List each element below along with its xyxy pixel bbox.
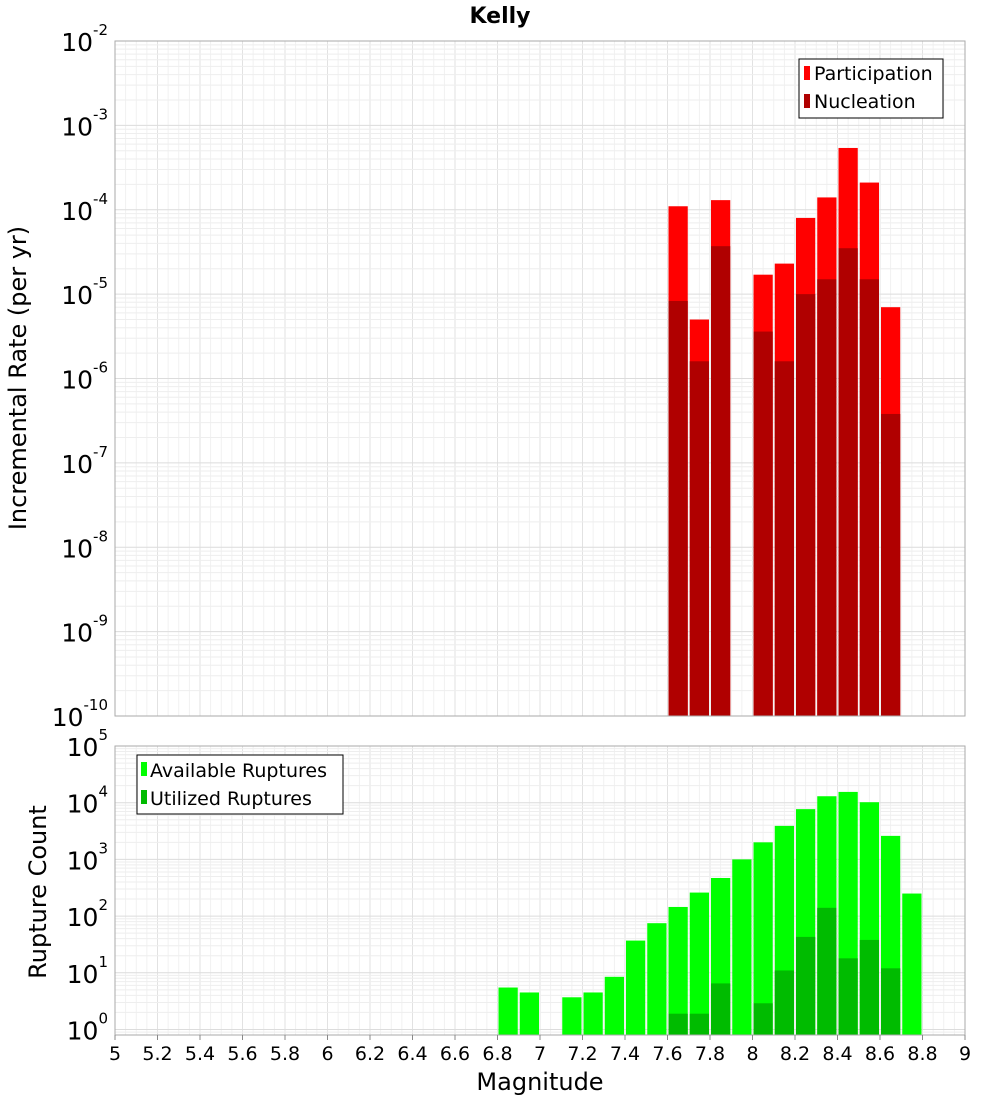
top-y-tick-label: 10-10: [52, 696, 108, 732]
bottom-bar-available-ruptures: [604, 976, 624, 1035]
bottom-bar-utilized-ruptures: [668, 1013, 688, 1035]
bottom-y-axis-label: Rupture Count: [24, 805, 52, 979]
bottom-legend: Available Ruptures Utilized Ruptures: [136, 754, 344, 815]
bottom-bar-available-ruptures: [902, 893, 922, 1035]
top-y-tick-label: 10-4: [61, 190, 108, 226]
legend-label-available: Available Ruptures: [150, 760, 327, 782]
top-y-tick-label: 10-5: [61, 274, 108, 310]
x-tick-label: 5.6: [227, 1043, 257, 1065]
top-bar-nucleation: [689, 361, 709, 716]
x-tick-label: 7.8: [695, 1043, 725, 1065]
bottom-bar-available-ruptures: [519, 992, 539, 1035]
top-bar-nucleation: [859, 279, 879, 716]
top-y-axis-ticks: 10-10 10-9 10-8 10-7 10-6 10-5 10-4 10-3 10-2: [52, 21, 108, 732]
bottom-bar-utilized-ruptures: [817, 907, 837, 1035]
legend-label-utilized: Utilized Ruptures: [150, 788, 312, 810]
x-tick-label: 6.8: [482, 1043, 512, 1065]
legend-label-participation: Participation: [814, 63, 933, 85]
top-bar-nucleation: [668, 300, 688, 716]
top-y-tick-label: 10-9: [61, 612, 108, 648]
top-legend-box: [798, 58, 944, 119]
x-tick-label: 7.4: [610, 1043, 640, 1065]
x-axis-ticks: 5 5.2 5.4 5.6 5.8 6 6.2 6.4 6.6 6.8 7 7.2 7.4 7.6 7.8 8…: [109, 1035, 971, 1065]
legend-label-nucleation: Nucleation: [814, 91, 916, 113]
bottom-y-tick-label: 104: [67, 783, 108, 819]
legend-swatch-available: [141, 762, 147, 776]
bottom-bar-utilized-ruptures: [859, 939, 879, 1035]
bottom-bar-available-ruptures: [647, 923, 667, 1035]
bottom-bar-available-ruptures: [668, 906, 688, 1035]
x-tick-label: 5.2: [142, 1043, 172, 1065]
top-bar-nucleation: [753, 331, 773, 716]
top-y-tick-label: 10-6: [61, 359, 108, 395]
bottom-y-tick-label: 105: [67, 726, 108, 762]
x-tick-label: 9: [959, 1043, 971, 1065]
bottom-y-axis-ticks: 100 101 102 103 104 105: [67, 726, 108, 1046]
top-y-tick-label: 10-2: [61, 21, 108, 57]
bottom-plot-bars: [498, 791, 922, 1035]
top-y-tick-label: 10-8: [61, 527, 108, 563]
bottom-bar-available-ruptures: [689, 892, 709, 1035]
bottom-y-tick-label: 100: [67, 1010, 108, 1046]
x-tick-label: 6.6: [440, 1043, 470, 1065]
bottom-bar-utilized-ruptures: [774, 970, 794, 1035]
x-tick-label: 8.4: [822, 1043, 852, 1065]
bottom-y-tick-label: 101: [67, 953, 108, 989]
x-tick-label: 7.2: [567, 1043, 597, 1065]
top-bar-nucleation: [817, 279, 837, 716]
x-tick-label: 8.2: [780, 1043, 810, 1065]
x-axis-label: Magnitude: [476, 1068, 603, 1096]
top-bar-nucleation: [711, 246, 731, 716]
bottom-y-tick-label: 102: [67, 896, 108, 932]
bottom-bar-available-ruptures: [562, 997, 582, 1035]
top-bar-nucleation: [838, 248, 858, 717]
x-tick-label: 5.8: [270, 1043, 300, 1065]
bottom-y-tick-label: 103: [67, 839, 108, 875]
legend-swatch-utilized: [141, 790, 147, 804]
x-tick-label: 6: [321, 1043, 333, 1065]
top-y-tick-label: 10-3: [61, 105, 108, 141]
x-tick-label: 5.4: [185, 1043, 215, 1065]
bottom-bar-available-ruptures: [583, 992, 603, 1035]
x-tick-label: 7: [534, 1043, 546, 1065]
top-legend: Participation Nucleation: [798, 58, 944, 119]
x-tick-label: 6.4: [397, 1043, 427, 1065]
x-tick-label: 8: [746, 1043, 758, 1065]
x-tick-label: 5: [109, 1043, 121, 1065]
x-tick-label: 8.6: [865, 1043, 895, 1065]
chart-title: Kelly: [469, 4, 530, 29]
bottom-bar-available-ruptures: [732, 859, 752, 1035]
top-bar-nucleation: [796, 294, 816, 716]
bottom-legend-box: [136, 754, 344, 815]
bottom-bar-utilized-ruptures: [796, 936, 816, 1035]
top-y-tick-label: 10-7: [61, 443, 108, 479]
legend-swatch-nucleation: [804, 94, 810, 108]
x-tick-label: 8.8: [907, 1043, 937, 1065]
bottom-bar-utilized-ruptures: [881, 968, 901, 1035]
bottom-bar-available-ruptures: [753, 842, 773, 1035]
x-tick-label: 7.6: [652, 1043, 682, 1065]
legend-swatch-participation: [804, 66, 810, 80]
top-plot-frame: [114, 40, 966, 717]
bottom-bar-utilized-ruptures: [753, 1003, 773, 1035]
bottom-bar-utilized-ruptures: [838, 958, 858, 1035]
bottom-bar-available-ruptures: [626, 940, 646, 1035]
top-plot-gridlines: [114, 40, 966, 717]
top-y-axis-label: Incremental Rate (per yr): [4, 226, 32, 530]
x-tick-label: 6.2: [355, 1043, 385, 1065]
top-bar-nucleation: [881, 413, 901, 716]
bottom-bar-available-ruptures: [498, 987, 518, 1035]
bottom-bar-utilized-ruptures: [711, 983, 731, 1035]
top-bar-nucleation: [774, 361, 794, 716]
top-plot-bars: [668, 147, 901, 717]
bottom-bar-utilized-ruptures: [689, 1013, 709, 1035]
